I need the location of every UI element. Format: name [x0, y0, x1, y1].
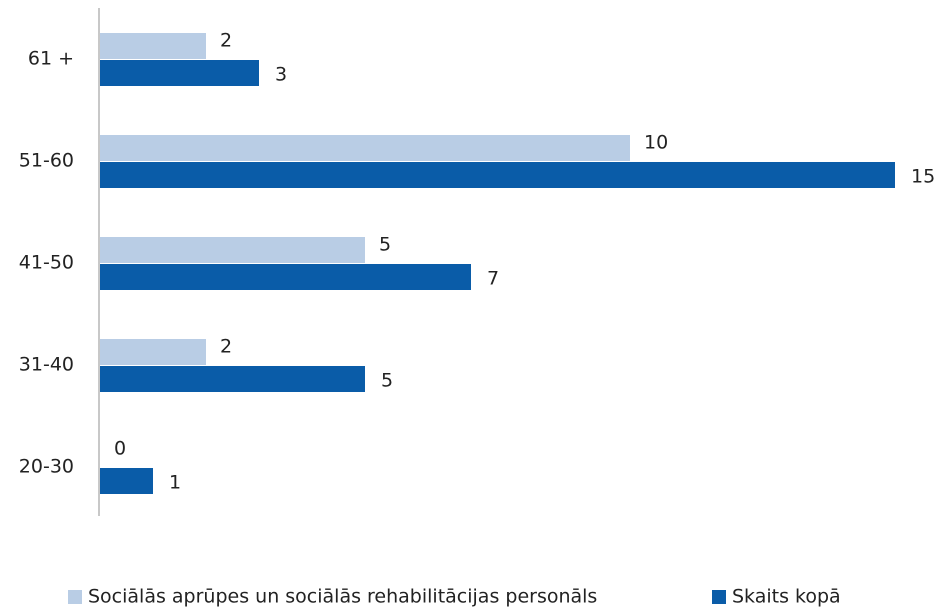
bar [100, 33, 206, 59]
data-label: 5 [379, 234, 391, 256]
data-label: 0 [114, 438, 126, 460]
y-tick-label: 51-60 [19, 150, 74, 172]
legend-label: Sociālās aprūpes un sociālās rehabilitāc… [88, 586, 597, 608]
legend-label: Skaits kopā [732, 586, 841, 608]
y-tick-label: 41-50 [19, 252, 74, 274]
bar [100, 60, 259, 86]
bar [100, 135, 630, 161]
data-label: 2 [220, 336, 232, 358]
data-label: 10 [644, 132, 668, 154]
bar [100, 468, 153, 494]
data-label: 1 [169, 472, 181, 494]
data-label: 7 [487, 268, 499, 290]
y-tick-label: 61 + [28, 48, 74, 70]
legend-swatch [68, 590, 82, 604]
y-tick-label: 20-30 [19, 456, 74, 478]
data-label: 3 [275, 64, 287, 86]
legend-swatch [712, 590, 726, 604]
data-label: 15 [911, 166, 935, 188]
bar [100, 339, 206, 365]
y-tick-label: 31-40 [19, 354, 74, 376]
bar [100, 237, 365, 263]
data-label: 2 [220, 30, 232, 52]
bar [100, 264, 471, 290]
bar [100, 366, 365, 392]
bar [100, 162, 895, 188]
data-label: 5 [381, 370, 393, 392]
